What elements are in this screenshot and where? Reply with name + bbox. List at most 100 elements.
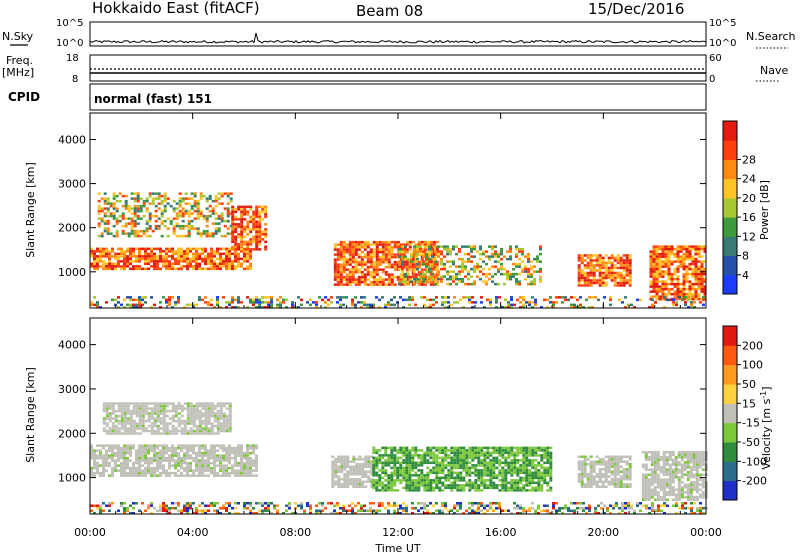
echo-cell xyxy=(393,479,397,482)
echo-cell xyxy=(625,279,629,282)
echo-cell xyxy=(226,212,230,215)
echo-cell xyxy=(258,233,262,236)
echo-cell xyxy=(384,459,388,462)
echo-cell xyxy=(465,454,469,457)
echo-cell xyxy=(405,446,409,450)
echo-cell xyxy=(153,432,157,435)
echo-cell xyxy=(141,255,144,258)
echo-cell xyxy=(345,260,349,264)
echo-cell xyxy=(432,454,436,457)
echo-cell xyxy=(117,301,120,304)
echo-cell xyxy=(443,262,446,266)
echo-cell xyxy=(202,229,206,233)
echo-cell xyxy=(625,254,629,257)
echo-cell xyxy=(171,432,175,435)
echo-cell xyxy=(367,463,371,466)
echo-cell xyxy=(234,257,237,261)
echo-cell xyxy=(372,456,376,460)
echo-cell xyxy=(462,466,466,470)
echo-cell xyxy=(414,479,418,482)
echo-cell xyxy=(201,471,204,475)
echo-cell xyxy=(96,454,99,457)
echo-cell xyxy=(360,255,364,259)
echo-cell xyxy=(531,301,534,304)
echo-cell xyxy=(583,483,587,486)
echo-cell xyxy=(246,248,250,251)
echo-cell xyxy=(625,256,629,260)
echo-cell xyxy=(622,261,626,265)
echo-cell xyxy=(546,471,550,475)
echo-cell xyxy=(237,260,240,263)
echo-cell xyxy=(90,471,93,475)
echo-cell xyxy=(405,280,409,284)
echo-cell xyxy=(108,267,111,271)
echo-cell xyxy=(651,298,654,302)
echo-cell xyxy=(592,271,596,275)
echo-cell xyxy=(624,296,627,299)
echo-cell xyxy=(405,243,409,246)
echo-cell xyxy=(577,269,581,272)
echo-cell xyxy=(216,402,220,405)
echo-cell xyxy=(477,454,481,457)
echo-cell xyxy=(162,466,165,470)
echo-cell xyxy=(132,260,135,263)
echo-cell xyxy=(156,456,159,460)
echo-cell xyxy=(372,263,376,266)
echo-cell xyxy=(417,474,421,477)
echo-cell xyxy=(390,280,394,284)
echo-cell xyxy=(443,265,446,268)
echo-cell xyxy=(531,461,535,465)
echo-cell xyxy=(489,298,492,302)
echo-cell xyxy=(204,446,207,450)
echo-cell xyxy=(583,485,587,488)
echo-cell xyxy=(697,252,701,256)
echo-cell xyxy=(108,449,111,452)
echo-cell xyxy=(216,296,219,299)
echo-cell xyxy=(196,227,200,230)
echo-cell xyxy=(583,266,587,270)
echo-cell xyxy=(153,407,157,410)
echo-cell xyxy=(129,432,133,435)
echo-cell xyxy=(147,412,151,415)
echo-cell xyxy=(126,247,129,251)
echo-cell xyxy=(204,250,207,253)
echo-cell xyxy=(408,456,412,460)
echo-cell xyxy=(498,446,502,450)
echo-cell xyxy=(114,444,117,447)
echo-cell xyxy=(183,456,186,460)
echo-cell xyxy=(628,261,632,265)
echo-cell xyxy=(198,471,201,475)
echo-cell xyxy=(90,247,93,251)
echo-cell xyxy=(240,469,243,472)
echo-cell xyxy=(364,485,368,488)
echo-cell xyxy=(103,202,107,205)
echo-cell xyxy=(96,301,99,304)
echo-cell xyxy=(186,446,189,450)
echo-cell xyxy=(243,248,247,251)
echo-cell xyxy=(144,469,147,472)
echo-cell xyxy=(142,232,146,235)
echo-cell xyxy=(589,478,593,481)
echo-cell xyxy=(156,427,160,430)
echo-cell xyxy=(644,481,648,484)
echo-cell xyxy=(100,217,104,220)
echo-cell xyxy=(390,484,394,487)
echo-cell xyxy=(583,281,587,285)
echo-cell xyxy=(676,270,680,273)
echo-cell xyxy=(601,473,605,476)
echo-cell xyxy=(583,465,587,468)
echo-cell xyxy=(168,303,171,307)
echo-cell xyxy=(234,245,238,249)
echo-cell xyxy=(177,412,181,415)
echo-cell xyxy=(435,481,439,485)
echo-cell xyxy=(156,412,160,415)
echo-cell xyxy=(186,419,190,423)
echo-cell xyxy=(601,266,605,270)
echo-cell xyxy=(147,255,150,258)
echo-cell xyxy=(435,240,439,244)
echo-cell xyxy=(423,459,427,462)
echo-cell xyxy=(411,461,415,465)
echo-cell xyxy=(703,267,707,271)
echo-cell xyxy=(111,451,114,455)
echo-cell xyxy=(300,298,303,302)
